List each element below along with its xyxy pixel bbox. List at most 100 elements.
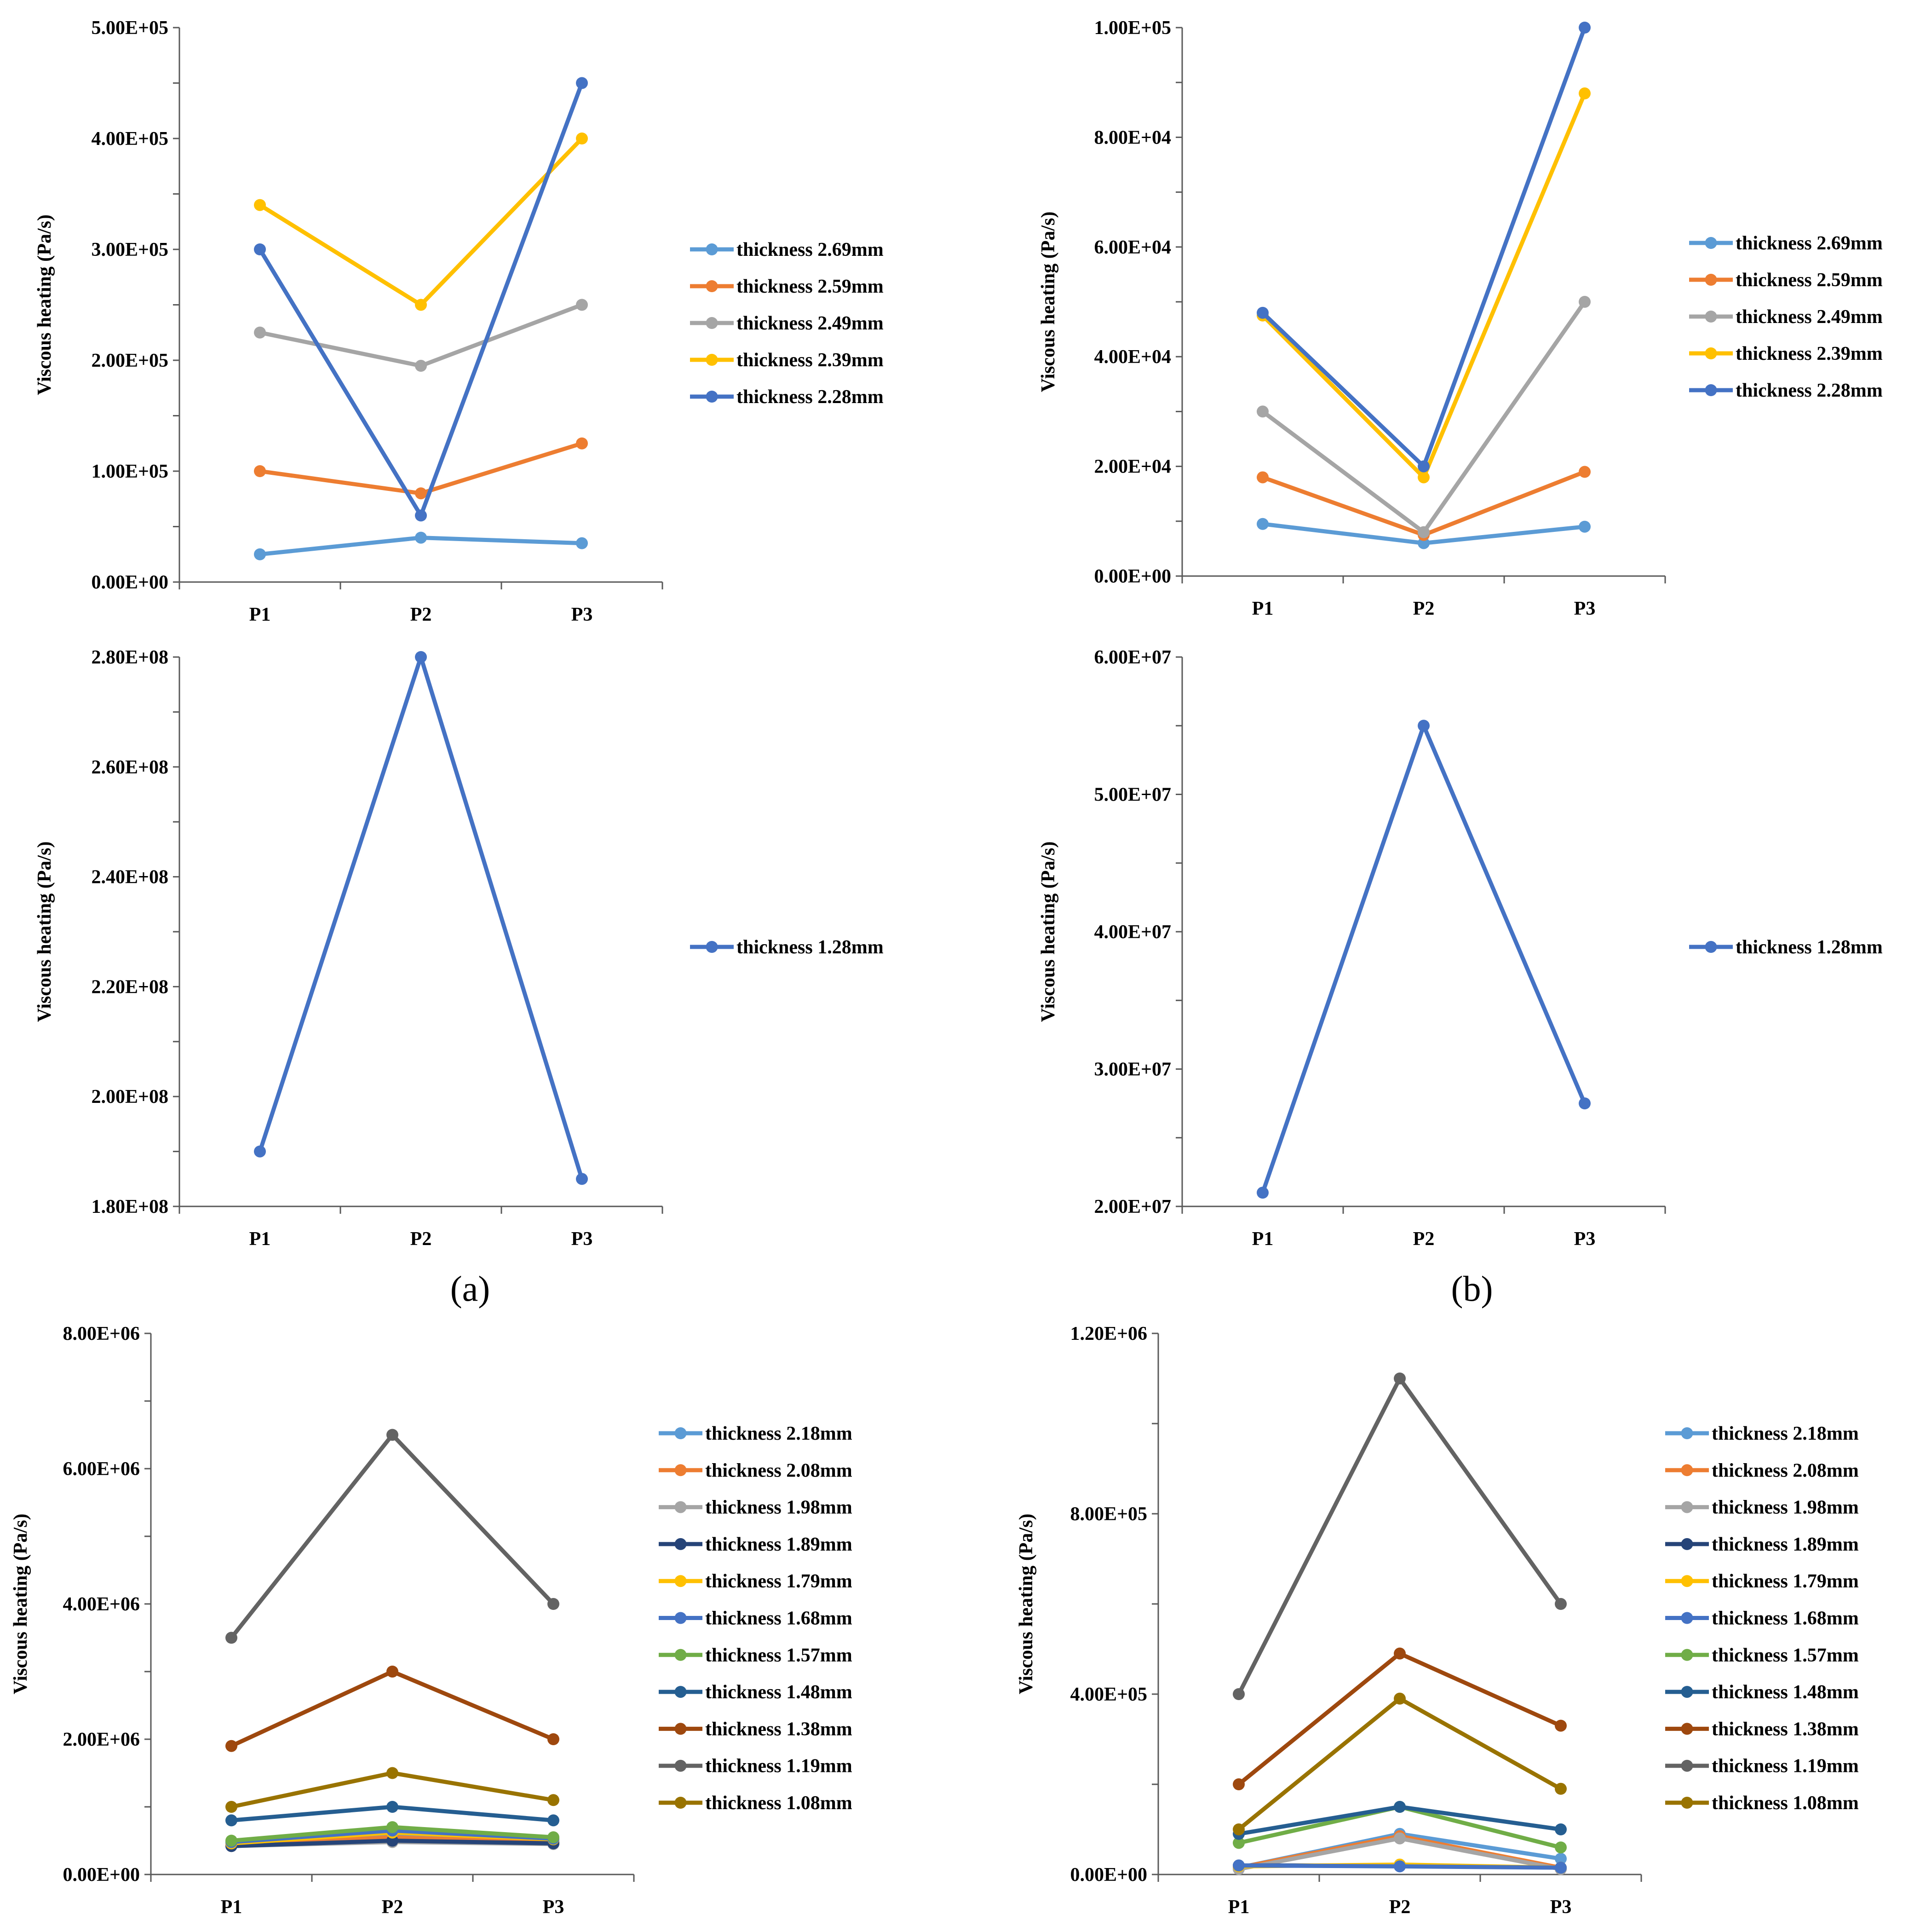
legend-marker	[1705, 941, 1717, 953]
legend-marker	[674, 1501, 687, 1513]
data-point	[1418, 460, 1430, 473]
y-axis-title: Viscous heating (Pa/s)	[1038, 842, 1059, 1022]
series-thickness-2_39mm	[254, 133, 588, 311]
data-point	[1257, 306, 1269, 319]
y-tick-label: 4.00E+05	[1070, 1684, 1147, 1705]
y-tick-label: 3.00E+05	[92, 239, 168, 260]
chart-b-mid: 2.00E+07 3.00E+07 4.00E+07 5.00E+07 6.00E+07…	[1038, 647, 1883, 1250]
series-line	[1236, 1376, 1563, 1696]
y-axis-title: Viscous heating (Pa/s)	[1016, 1514, 1037, 1695]
series-line	[258, 136, 584, 307]
y-tick-label: 2.20E+08	[92, 976, 168, 998]
legend-marker	[674, 1538, 687, 1550]
series-line	[1236, 1651, 1563, 1787]
legend-marker	[1681, 1538, 1693, 1550]
data-point	[225, 1632, 237, 1644]
legend-label: thickness 2.08mm	[705, 1460, 852, 1481]
legend-marker	[1681, 1797, 1693, 1809]
legend-label: thickness 2.28mm	[1736, 380, 1883, 401]
y-tick-label: 2.80E+08	[92, 647, 168, 668]
data-point	[386, 1666, 398, 1678]
data-point	[1394, 1692, 1406, 1705]
data-point	[547, 1831, 559, 1844]
data-point	[225, 1814, 237, 1827]
data-point	[1418, 537, 1430, 549]
y-tick-label: 4.00E+05	[92, 128, 168, 150]
x-tick-label: P2	[1389, 1897, 1411, 1918]
legend-marker	[674, 1464, 687, 1476]
data-point	[576, 133, 588, 144]
data-point	[1233, 1823, 1245, 1835]
data-point	[1579, 1097, 1591, 1110]
x-tick-label: P3	[1574, 598, 1596, 619]
y-tick-label: 8.00E+04	[1094, 127, 1171, 148]
data-point	[1257, 518, 1269, 530]
legend-marker	[706, 243, 718, 255]
y-axis-title: Viscous heating (Pa/s)	[34, 842, 55, 1022]
series-thickness-2_49mm	[254, 299, 588, 372]
series-thickness-1_57mm	[225, 1821, 559, 1847]
series-thickness-1_68mm	[1233, 1859, 1567, 1874]
legend-label: thickness 2.08mm	[1712, 1460, 1859, 1481]
legend-marker	[1681, 1649, 1693, 1661]
legend-label: thickness 2.18mm	[1712, 1423, 1859, 1444]
legend-marker	[674, 1575, 687, 1587]
legend-label: thickness 2.49mm	[1736, 306, 1883, 328]
data-point	[415, 509, 427, 522]
chart-a-mid: 1.80E+08 2.00E+08 2.20E+08 2.40E+08 2.60E+08…	[34, 647, 884, 1250]
x-tick-label: P2	[382, 1897, 403, 1918]
data-point	[415, 360, 427, 372]
data-point	[415, 651, 427, 663]
y-tick-label: 1.00E+05	[92, 461, 168, 482]
series-thickness-1_08mm	[1233, 1692, 1567, 1835]
legend-label: thickness 1.57mm	[705, 1645, 852, 1666]
series-line	[1260, 91, 1587, 479]
data-point	[1394, 1373, 1406, 1384]
data-point	[547, 1733, 559, 1745]
data-point	[1233, 1778, 1245, 1790]
legend-label: thickness 2.49mm	[736, 313, 884, 334]
legend-marker	[1681, 1723, 1693, 1735]
y-tick-label: 2.00E+06	[63, 1729, 140, 1750]
legend-label: thickness 1.79mm	[705, 1571, 852, 1592]
y-axis-title: Viscous heating (Pa/s)	[1038, 212, 1059, 392]
legend-label: thickness 1.89mm	[1712, 1534, 1859, 1555]
legend-marker	[706, 391, 718, 403]
x-tick-label: P3	[571, 1228, 593, 1250]
data-point	[1418, 471, 1430, 484]
legend-label: thickness 1.48mm	[1712, 1682, 1859, 1703]
y-tick-label: 1.20E+06	[1070, 1323, 1147, 1344]
x-tick-label: P1	[1252, 1228, 1274, 1250]
data-point	[415, 299, 427, 311]
series-thickness-1_28mm	[254, 651, 588, 1185]
legend-marker	[674, 1797, 687, 1809]
x-tick-label: P1	[249, 1228, 271, 1250]
x-tick-label: P3	[1574, 1228, 1596, 1250]
x-tick-label: P1	[1252, 598, 1274, 619]
y-axis-title: Viscous heating (Pa/s)	[10, 1514, 31, 1695]
x-tick-label: P1	[221, 1897, 242, 1918]
y-tick-label: 1.00E+05	[1094, 17, 1171, 39]
y-tick-label: 2.00E+07	[1094, 1196, 1171, 1217]
data-point	[576, 537, 588, 549]
legend-label: thickness 2.28mm	[736, 386, 884, 408]
data-point	[576, 77, 588, 89]
series-line	[1260, 25, 1587, 469]
series-line	[229, 1433, 556, 1640]
y-tick-label: 5.00E+07	[1094, 784, 1171, 806]
data-point	[1257, 405, 1269, 418]
series-thickness-2_28mm	[1257, 22, 1591, 473]
series-thickness-2_69mm	[254, 531, 588, 560]
data-point	[1394, 1832, 1406, 1845]
series-line	[258, 655, 584, 1181]
y-tick-label: 0.00E+00	[1094, 566, 1171, 587]
x-tick-label: P2	[410, 1228, 432, 1250]
data-point	[1418, 526, 1430, 538]
series-thickness-1_08mm	[225, 1767, 559, 1813]
series-line	[1260, 300, 1587, 535]
legend-label: thickness 2.69mm	[736, 239, 884, 260]
legend-marker	[674, 1427, 687, 1439]
legend-marker	[674, 1723, 687, 1735]
panel-label-b: (b)	[1451, 1269, 1493, 1309]
